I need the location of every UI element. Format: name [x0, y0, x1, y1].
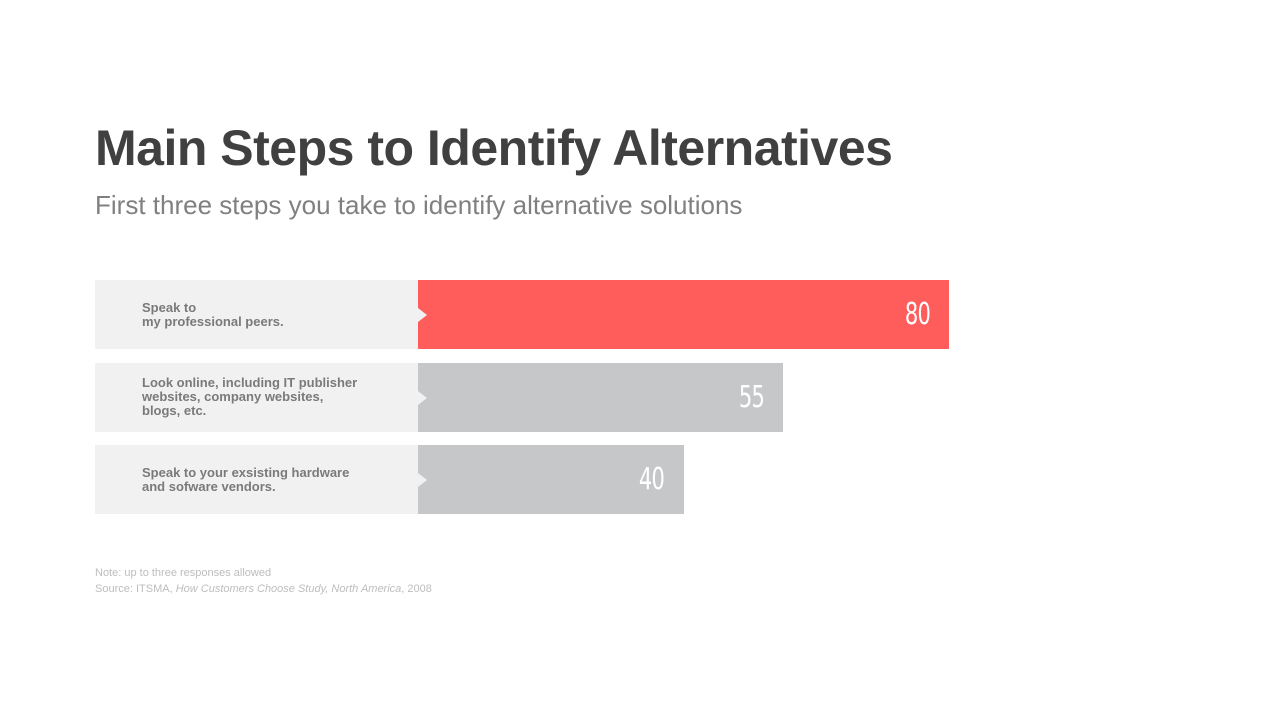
- category-label: Look online, including IT publisher webs…: [142, 375, 358, 418]
- bar-row: Speak to my professional peers. 80: [95, 280, 995, 349]
- source-title: How Customers Choose Study, North Americ…: [175, 583, 402, 595]
- bar: 40: [418, 445, 684, 514]
- category-label-box: Speak to your exsisting hardware and sof…: [95, 445, 418, 514]
- category-label: Speak to my professional peers.: [142, 299, 284, 329]
- chart-title: Main Steps to Identify Alternatives: [95, 120, 893, 176]
- chart-subtitle: First three steps you take to identify a…: [95, 190, 743, 220]
- bar-row: Speak to your exsisting hardware and sof…: [95, 445, 995, 514]
- pointer-arrow: [418, 308, 427, 322]
- note-text: Note: up to three responses allowed: [95, 567, 272, 579]
- source-prefix: Source: ITSMA,: [95, 583, 176, 595]
- pointer-arrow: [418, 473, 427, 487]
- pointer-arrow: [418, 390, 427, 405]
- chart-notes: Note: up to three responses allowed Sour…: [95, 565, 432, 597]
- bar-value-label: 55: [738, 379, 765, 415]
- category-label-box: Look online, including IT publisher webs…: [95, 362, 418, 432]
- bar: 55: [418, 362, 784, 432]
- category-label: Speak to your exsisting hardware and sof…: [142, 464, 350, 494]
- bar-value-label: 80: [904, 297, 931, 332]
- bar-chart: Speak to my professional peers. 80 Look on…: [95, 280, 995, 520]
- bar-value-label: 40: [639, 462, 665, 497]
- source-line: Source: ITSMA, How Customers Choose Stud…: [95, 581, 432, 597]
- category-label-box: Speak to my professional peers.: [95, 280, 418, 349]
- bar-row: Look online, including IT publisher webs…: [95, 362, 995, 432]
- source-suffix: , 2008: [401, 583, 432, 595]
- bar: 80: [418, 280, 950, 349]
